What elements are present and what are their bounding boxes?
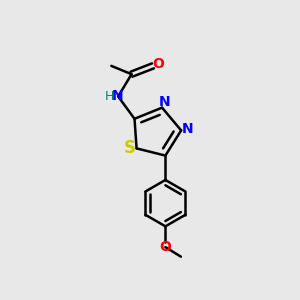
Text: S: S [124, 140, 136, 158]
Text: O: O [152, 57, 164, 71]
Text: H: H [105, 90, 114, 103]
Text: N: N [182, 122, 194, 136]
Text: N: N [112, 89, 123, 103]
Text: O: O [160, 240, 171, 254]
Text: N: N [159, 95, 171, 109]
